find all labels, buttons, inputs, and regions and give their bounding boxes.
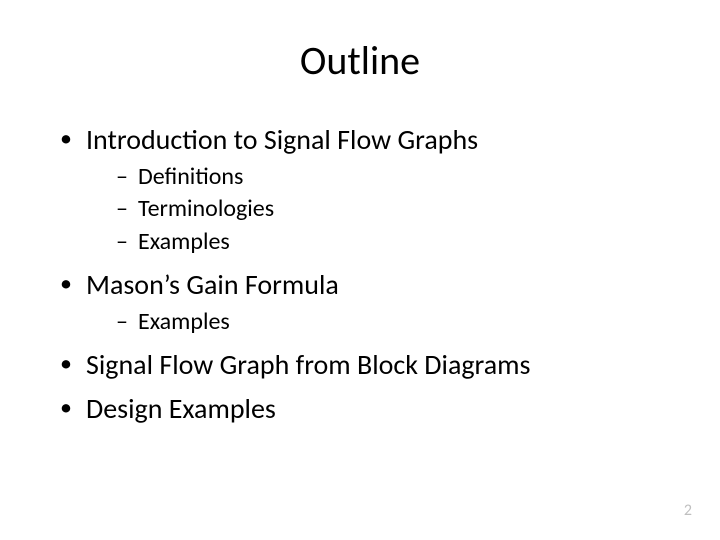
list-item: Terminologies — [116, 193, 680, 225]
slide: Outline Introduction to Signal Flow Grap… — [0, 0, 720, 540]
slide-title: Outline — [40, 36, 680, 85]
list-item-label: Terminologies — [138, 194, 274, 223]
list-item-label: Signal Flow Graph from Block Diagrams — [86, 347, 530, 382]
list-item: Mason’s Gain Formula Examples — [60, 266, 680, 338]
list-item: Design Examples — [60, 390, 680, 428]
list-item-label: Examples — [138, 307, 230, 336]
list-item-label: Introduction to Signal Flow Graphs — [86, 122, 478, 157]
list-item: Definitions — [116, 161, 680, 193]
list-item-label: Examples — [138, 227, 230, 256]
list-item-label: Definitions — [138, 162, 243, 191]
outline-sublist: Examples — [86, 306, 680, 338]
outline-list: Introduction to Signal Flow Graphs Defin… — [40, 121, 680, 428]
page-number: 2 — [684, 501, 692, 520]
list-item-label: Design Examples — [86, 391, 276, 426]
list-item: Examples — [116, 226, 680, 258]
list-item: Examples — [116, 306, 680, 338]
list-item: Introduction to Signal Flow Graphs Defin… — [60, 121, 680, 258]
outline-sublist: Definitions Terminologies Examples — [86, 161, 680, 258]
list-item-label: Mason’s Gain Formula — [86, 267, 339, 302]
list-item: Signal Flow Graph from Block Diagrams — [60, 346, 680, 384]
